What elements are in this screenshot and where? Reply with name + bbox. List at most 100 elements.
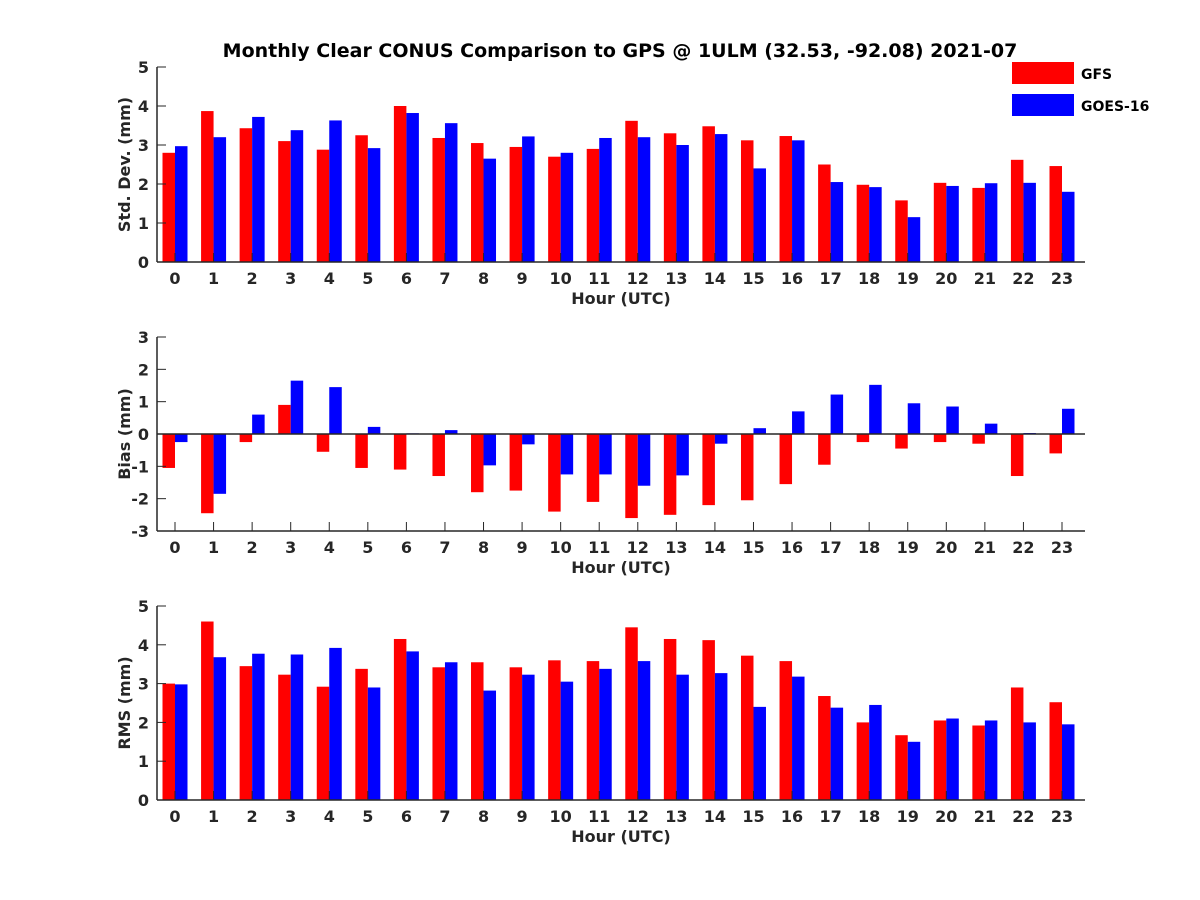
bar-stddev-gfs-16 <box>779 136 793 262</box>
bar-rms-goes16-4 <box>329 647 342 800</box>
x-tick-label-rms-13: 13 <box>665 807 687 826</box>
bar-rms-gfs-16 <box>779 661 793 800</box>
x-tick-label-rms-5: 5 <box>362 807 373 826</box>
bar-bias-goes16-14 <box>714 434 728 444</box>
bar-rms-gfs-8 <box>471 662 484 800</box>
x-tick-label-stddev-21: 21 <box>974 269 996 288</box>
bar-bias-gfs-16 <box>779 434 793 485</box>
x-tick-label-bias-12: 12 <box>627 538 649 557</box>
bar-rms-goes16-9 <box>522 674 535 800</box>
x-tick-label-stddev-15: 15 <box>742 269 764 288</box>
bar-bias-goes16-18 <box>869 384 882 434</box>
y-tick-label-bias--1: -1 <box>131 457 149 476</box>
bar-bias-goes16-8 <box>483 434 497 466</box>
bar-rms-gfs-4 <box>316 686 330 800</box>
bar-stddev-gfs-12 <box>625 120 638 262</box>
y-tick-label-bias--2: -2 <box>131 490 149 509</box>
bar-bias-gfs-17 <box>818 434 831 465</box>
bar-rms-goes16-15 <box>753 706 766 800</box>
x-tick-label-bias-18: 18 <box>858 538 880 557</box>
x-tick-label-stddev-6: 6 <box>401 269 412 288</box>
bar-stddev-goes16-5 <box>367 148 381 262</box>
bar-bias-gfs-5 <box>355 434 368 468</box>
x-tick-label-stddev-14: 14 <box>704 269 726 288</box>
bar-rms-goes16-0 <box>175 684 188 800</box>
x-tick-label-bias-2: 2 <box>247 538 258 557</box>
bar-bias-gfs-6 <box>393 434 407 470</box>
bar-stddev-goes16-22 <box>1023 182 1036 262</box>
x-tick-label-rms-11: 11 <box>588 807 610 826</box>
x-tick-label-stddev-10: 10 <box>550 269 572 288</box>
x-tick-label-stddev-9: 9 <box>517 269 528 288</box>
x-tick-label-bias-14: 14 <box>704 538 726 557</box>
y-tick-label-bias--3: -3 <box>131 522 149 541</box>
bar-bias-gfs-21 <box>972 434 985 444</box>
bar-bias-gfs-22 <box>1010 434 1024 477</box>
bar-rms-gfs-9 <box>509 667 523 800</box>
x-tick-label-bias-15: 15 <box>742 538 764 557</box>
bar-stddev-gfs-1 <box>201 111 214 262</box>
x-tick-label-stddev-17: 17 <box>819 269 841 288</box>
x-tick-label-bias-9: 9 <box>517 538 528 557</box>
x-tick-label-rms-22: 22 <box>1012 807 1034 826</box>
bar-bias-gfs-13 <box>663 434 677 515</box>
y-tick-label-stddev-4: 4 <box>138 97 149 116</box>
x-tick-label-bias-3: 3 <box>285 538 296 557</box>
x-tick-label-rms-19: 19 <box>897 807 919 826</box>
bar-stddev-gfs-8 <box>471 143 484 262</box>
bar-stddev-goes16-23 <box>1062 191 1075 262</box>
y-axis-label-rms: RMS (mm) <box>115 656 134 749</box>
bar-rms-goes16-18 <box>869 704 882 800</box>
x-tick-label-rms-23: 23 <box>1051 807 1073 826</box>
x-tick-label-bias-10: 10 <box>550 538 572 557</box>
bar-bias-gfs-7 <box>432 434 445 477</box>
bar-bias-gfs-1 <box>201 434 214 514</box>
bar-bias-gfs-4 <box>316 434 330 452</box>
x-tick-label-stddev-3: 3 <box>285 269 296 288</box>
x-tick-label-stddev-1: 1 <box>208 269 219 288</box>
bar-bias-goes16-3 <box>290 380 304 434</box>
bar-rms-gfs-5 <box>355 668 368 800</box>
x-tick-label-stddev-11: 11 <box>588 269 610 288</box>
x-tick-label-bias-1: 1 <box>208 538 219 557</box>
bar-stddev-goes16-9 <box>522 136 535 262</box>
bar-rms-gfs-0 <box>162 683 175 800</box>
bar-stddev-goes16-6 <box>406 113 419 263</box>
y-tick-label-rms-0: 0 <box>138 791 149 810</box>
x-tick-label-bias-5: 5 <box>362 538 373 557</box>
x-tick-label-rms-6: 6 <box>401 807 412 826</box>
bar-stddev-gfs-19 <box>895 200 908 262</box>
x-tick-label-rms-1: 1 <box>208 807 219 826</box>
x-tick-label-rms-7: 7 <box>439 807 450 826</box>
x-tick-label-rms-8: 8 <box>478 807 489 826</box>
x-tick-label-rms-18: 18 <box>858 807 880 826</box>
bar-bias-goes16-19 <box>907 403 921 434</box>
x-axis-label-bias: Hour (UTC) <box>571 558 671 577</box>
bar-stddev-goes16-12 <box>637 137 651 262</box>
bar-bias-gfs-23 <box>1049 434 1062 454</box>
bar-stddev-goes16-11 <box>599 137 612 262</box>
bar-stddev-gfs-11 <box>586 148 600 262</box>
bar-bias-gfs-3 <box>278 404 291 434</box>
chart-legend: GFS GOES-16 <box>1012 62 1149 116</box>
bar-bias-goes16-20 <box>946 406 959 434</box>
bar-bias-gfs-0 <box>162 434 175 468</box>
bar-bias-goes16-2 <box>252 414 265 434</box>
x-tick-label-bias-17: 17 <box>819 538 841 557</box>
bar-bias-goes16-15 <box>753 428 766 434</box>
bar-bias-goes16-1 <box>213 434 227 494</box>
bar-rms-goes16-8 <box>483 690 497 800</box>
bar-bias-goes16-21 <box>984 423 998 434</box>
bar-stddev-gfs-5 <box>355 135 368 262</box>
bar-bias-goes16-5 <box>367 426 381 434</box>
bar-bias-goes16-23 <box>1062 408 1075 434</box>
bar-stddev-gfs-10 <box>548 156 561 262</box>
bar-stddev-goes16-10 <box>560 152 574 262</box>
x-tick-label-stddev-19: 19 <box>897 269 919 288</box>
bar-rms-goes16-14 <box>714 673 728 800</box>
bar-rms-goes16-1 <box>213 657 227 800</box>
bar-bias-goes16-13 <box>676 434 689 476</box>
bar-stddev-gfs-7 <box>432 137 445 262</box>
